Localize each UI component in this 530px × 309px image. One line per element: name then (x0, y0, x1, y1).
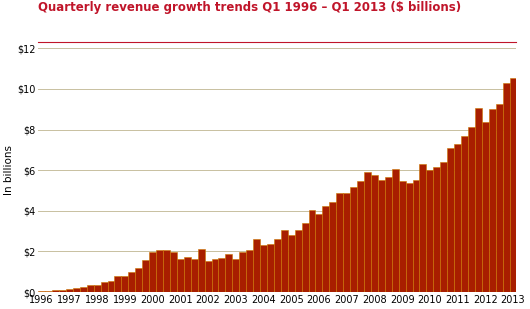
Bar (128, 272, 135, 292)
Bar (184, 257, 191, 292)
Bar (405, 183, 412, 292)
Bar (295, 230, 302, 292)
Bar (434, 167, 440, 292)
Bar (454, 144, 461, 292)
Bar (427, 170, 434, 292)
Bar (350, 187, 357, 292)
Bar (482, 122, 489, 292)
Bar (274, 239, 281, 292)
Bar (385, 177, 392, 292)
Bar (52, 290, 59, 292)
Bar (489, 109, 496, 292)
Bar (59, 290, 66, 292)
Bar (66, 290, 73, 292)
Bar (371, 175, 378, 292)
Bar (419, 164, 427, 292)
Bar (329, 202, 336, 292)
Bar (211, 259, 218, 292)
Bar (108, 281, 114, 292)
Bar (38, 291, 45, 292)
Bar (288, 235, 295, 292)
Bar (302, 223, 308, 292)
Bar (177, 259, 184, 292)
Bar (461, 136, 468, 292)
Bar (246, 250, 253, 292)
Bar (468, 127, 475, 292)
Bar (315, 214, 322, 292)
Bar (336, 193, 343, 292)
Bar (496, 104, 502, 292)
Bar (163, 250, 170, 292)
Bar (198, 249, 205, 292)
Bar (191, 259, 198, 292)
Bar (412, 180, 419, 292)
Bar (281, 230, 288, 292)
Bar (475, 108, 482, 292)
Bar (399, 180, 405, 292)
Bar (142, 260, 149, 292)
Bar (205, 261, 211, 292)
Y-axis label: In billions: In billions (4, 145, 14, 195)
Bar (218, 258, 225, 292)
Bar (378, 180, 385, 292)
Bar (322, 206, 329, 292)
Bar (447, 148, 454, 292)
Bar (239, 252, 246, 292)
Bar (135, 268, 142, 292)
Bar (232, 259, 239, 292)
Bar (225, 254, 232, 292)
Bar (253, 239, 260, 292)
Bar (101, 282, 108, 292)
Bar (308, 210, 315, 292)
Bar (45, 291, 52, 292)
Bar (364, 172, 371, 292)
Bar (392, 169, 399, 292)
Bar (156, 250, 163, 292)
Bar (357, 181, 364, 292)
Bar (94, 285, 101, 292)
Bar (509, 78, 517, 292)
Bar (80, 287, 87, 292)
Bar (114, 276, 121, 292)
Bar (502, 83, 509, 292)
Bar (149, 252, 156, 292)
Bar (343, 193, 350, 292)
Text: Quarterly revenue growth trends Q1 1996 – Q1 2013 ($ billions): Quarterly revenue growth trends Q1 1996 … (38, 1, 461, 14)
Bar (260, 245, 267, 292)
Bar (87, 285, 94, 292)
Bar (73, 288, 80, 292)
Bar (121, 276, 128, 292)
Bar (267, 244, 274, 292)
Bar (170, 252, 177, 292)
Bar (440, 162, 447, 292)
